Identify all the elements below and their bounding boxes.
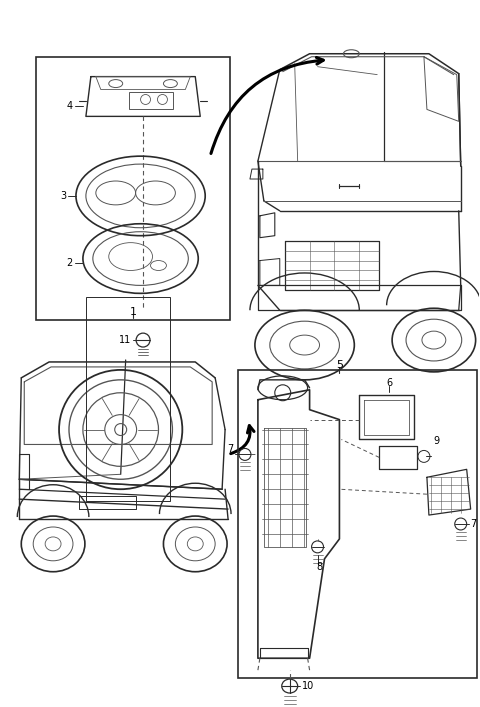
Text: 2: 2 <box>67 257 73 267</box>
Text: 10: 10 <box>301 681 314 691</box>
Text: 11: 11 <box>119 335 131 345</box>
Text: 7: 7 <box>227 445 233 455</box>
Text: 5: 5 <box>336 360 343 370</box>
Bar <box>86 298 170 501</box>
Text: 8: 8 <box>316 562 323 572</box>
Text: 3: 3 <box>60 191 66 201</box>
Bar <box>238 370 477 678</box>
Text: 1: 1 <box>130 308 137 317</box>
Bar <box>129 91 173 110</box>
Text: 9: 9 <box>434 436 440 447</box>
Text: 4: 4 <box>67 101 73 112</box>
Bar <box>36 57 230 320</box>
Text: 6: 6 <box>386 378 392 388</box>
Text: 7: 7 <box>471 519 477 529</box>
